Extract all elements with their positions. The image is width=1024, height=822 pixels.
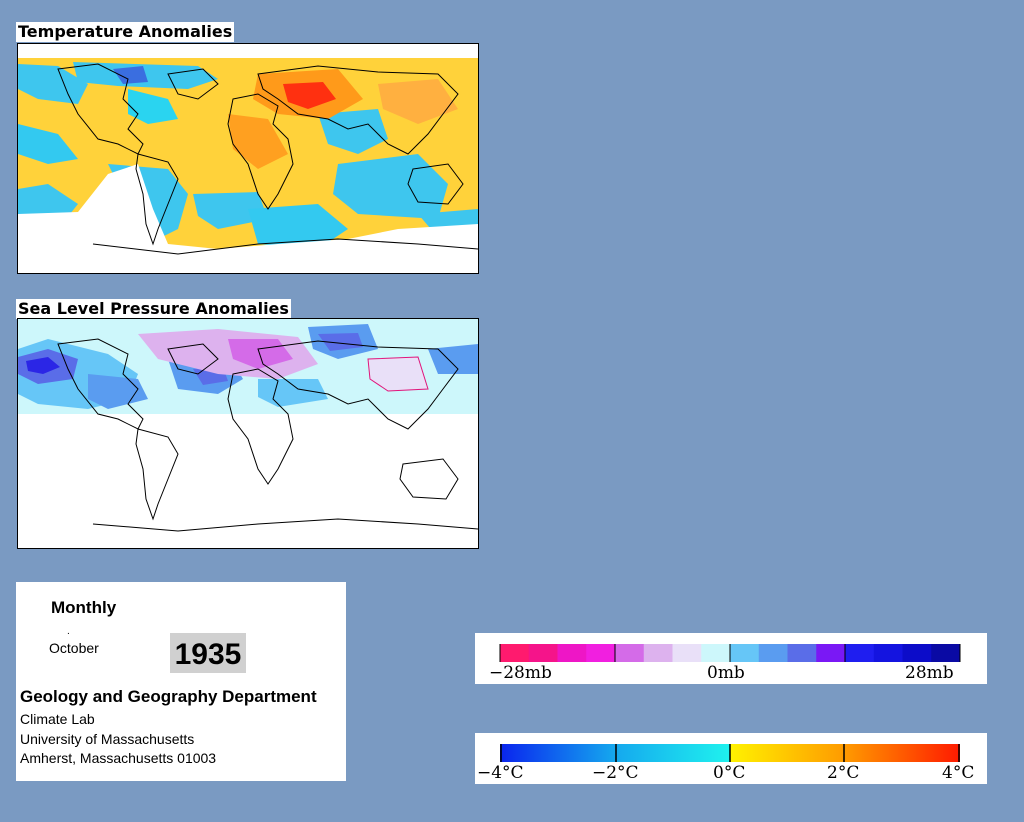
temperature-anomaly-map	[17, 43, 479, 274]
pressure-legend-label-mid: 0mb	[707, 663, 745, 683]
address-label: Amherst, Massachusetts 01003	[20, 750, 217, 766]
lab-label: Climate Lab	[20, 711, 95, 727]
temperature-fields	[18, 62, 478, 249]
pressure-legend: −28mb 0mb 28mb	[475, 633, 987, 684]
pressure-swatch	[730, 644, 760, 662]
pressure-map-title: Sea Level Pressure Anomalies	[16, 299, 291, 319]
pressure-swatch	[615, 644, 645, 662]
pressure-fields	[18, 324, 478, 409]
pressure-swatch	[500, 644, 530, 662]
coastlines	[57, 63, 478, 255]
month-label: October	[49, 640, 99, 656]
pressure-swatch	[643, 644, 673, 662]
pressure-swatch	[845, 644, 875, 662]
coastlines	[57, 338, 478, 532]
pressure-swatch	[758, 644, 788, 662]
year-label: 1935	[170, 633, 246, 673]
temperature-legend-label-zero: 0°C	[713, 763, 745, 783]
pressure-swatch	[873, 644, 903, 662]
temperature-legend-label-neg4: −4°C	[477, 763, 524, 783]
pressure-swatch	[701, 644, 731, 662]
pressure-swatch	[787, 644, 817, 662]
temperature-legend-label-neg2: −2°C	[592, 763, 639, 783]
pressure-legend-label-max: 28mb	[905, 663, 954, 683]
pressure-anomaly-map	[17, 318, 479, 549]
temperature-map-title: Temperature Anomalies	[16, 22, 235, 42]
pressure-swatch	[931, 644, 961, 662]
pressure-swatch	[557, 644, 587, 662]
frequency-label: Monthly	[51, 598, 117, 617]
pressure-swatch	[586, 644, 616, 662]
pressure-swatch	[902, 644, 932, 662]
pressure-swatch	[528, 644, 558, 662]
info-panel: Monthly . October 1935 Geology and Geogr…	[16, 582, 346, 781]
pressure-swatch	[672, 644, 702, 662]
pressure-legend-label-min: −28mb	[489, 663, 552, 683]
temperature-legend: −4°C −2°C 0°C 2°C 4°C	[475, 733, 987, 784]
department-label: Geology and Geography Department	[20, 687, 317, 706]
university-label: University of Massachusetts	[20, 731, 195, 747]
temperature-legend-label-pos2: 2°C	[827, 763, 859, 783]
marker-dot: .	[67, 626, 70, 637]
temperature-legend-label-pos4: 4°C	[942, 763, 974, 783]
pressure-swatch	[816, 644, 846, 662]
